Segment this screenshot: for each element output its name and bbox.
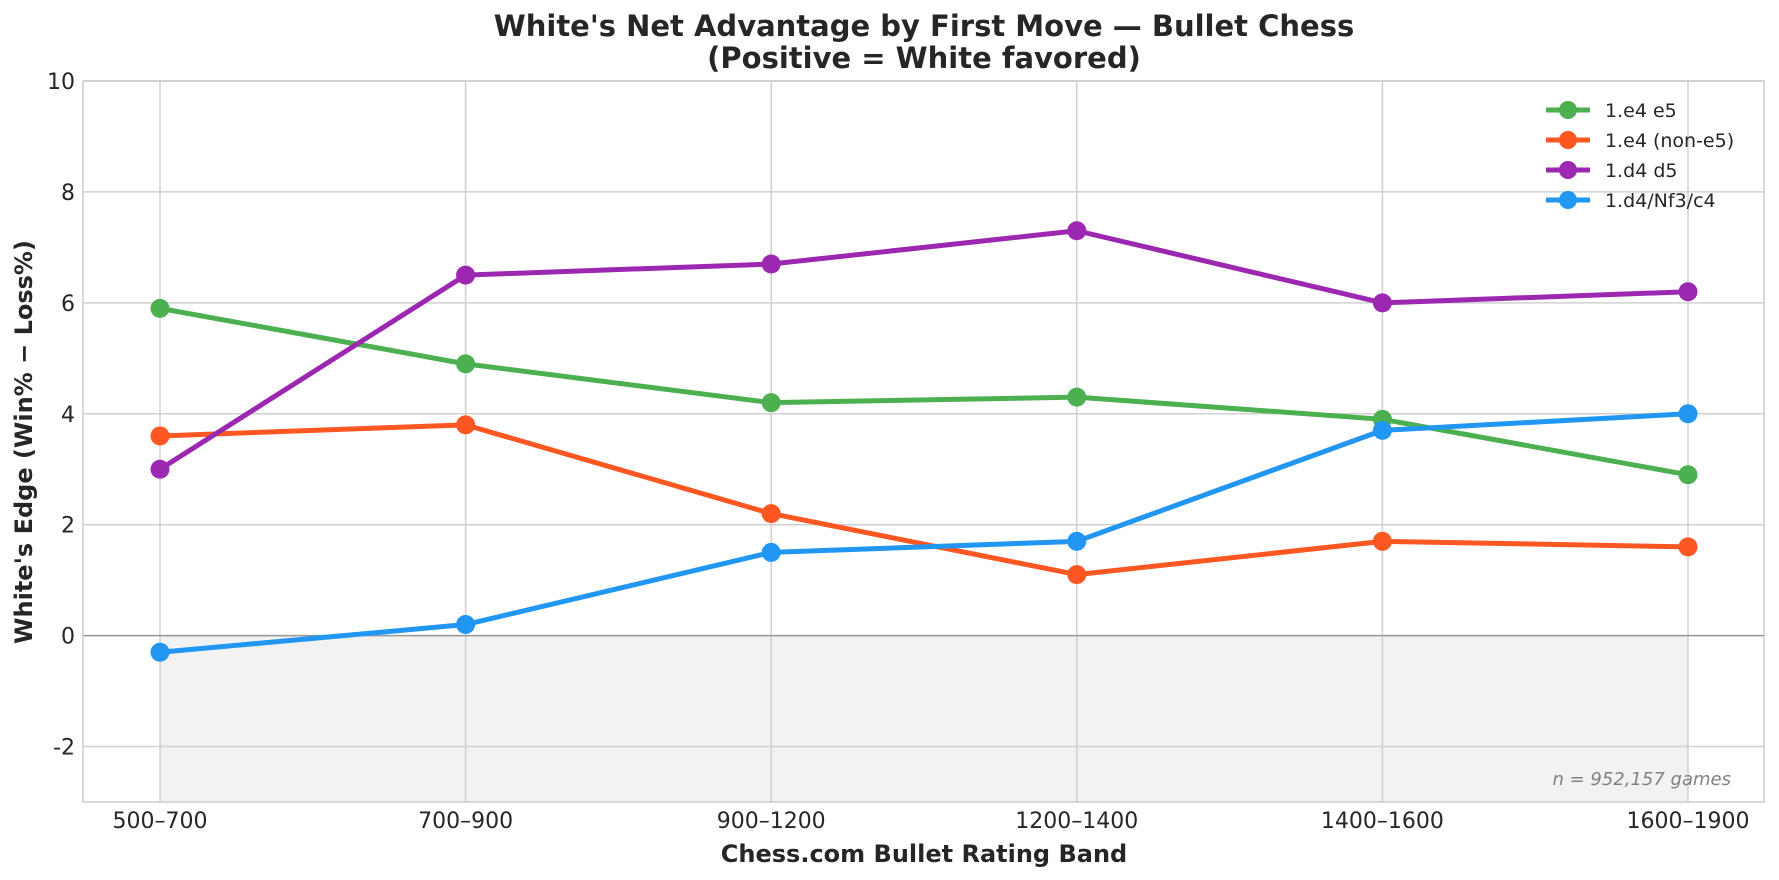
data-point (1678, 465, 1698, 485)
legend-swatch-marker (1559, 101, 1577, 119)
data-point (456, 354, 476, 374)
data-point (761, 254, 781, 274)
legend-swatch-marker (1559, 161, 1577, 179)
data-point (761, 542, 781, 562)
negative-region-shading (160, 635, 1688, 802)
data-point (761, 504, 781, 524)
chart-title-line2: (Positive = White favored) (707, 41, 1141, 75)
x-tick-label: 1600–1900 (1627, 809, 1750, 834)
data-point (1678, 537, 1698, 557)
legend-swatch-marker (1559, 131, 1577, 149)
legend-item: 1.d4/Nf3/c4 (1546, 190, 1716, 212)
legend-item: 1.e4 (non-e5) (1546, 130, 1734, 152)
series-layer (150, 221, 1698, 662)
legend-item: 1.e4 e5 (1546, 100, 1677, 122)
series-3 (150, 404, 1698, 662)
legend-item: 1.d4 d5 (1546, 160, 1677, 182)
x-tick-label: 1400–1600 (1321, 809, 1444, 834)
y-tick-label: 2 (61, 514, 75, 539)
y-tick-label: 10 (47, 70, 75, 95)
data-point (761, 393, 781, 413)
legend-label: 1.e4 e5 (1605, 100, 1677, 122)
data-point (1678, 404, 1698, 424)
series-1 (150, 415, 1698, 585)
y-tick-label: 6 (61, 292, 75, 317)
data-point (456, 265, 476, 285)
y-axis-label: White's Edge (Win% − Loss%) (10, 240, 38, 644)
series-line (157, 305, 1691, 478)
data-point (1067, 221, 1087, 241)
x-tick-label: 500–700 (113, 809, 208, 834)
x-tick-label: 700–900 (418, 809, 513, 834)
data-point (1067, 565, 1087, 585)
y-tick-label: 4 (61, 403, 75, 428)
x-tick-label: 1200–1400 (1015, 809, 1138, 834)
x-tick-label: 900–1200 (717, 809, 826, 834)
y-tick-label: 0 (61, 625, 75, 650)
data-point (150, 642, 170, 662)
data-point (1372, 293, 1392, 313)
data-point (1678, 282, 1698, 302)
chart-title-line1: White's Net Advantage by First Move — Bu… (494, 9, 1354, 43)
series-line (157, 228, 1691, 472)
plot-frame (82, 80, 1765, 803)
series-line (157, 422, 1691, 578)
data-point (456, 615, 476, 635)
y-tick-label: -2 (53, 736, 75, 761)
series-2 (150, 221, 1698, 479)
legend-swatch-marker (1559, 191, 1577, 209)
legend-label: 1.d4/Nf3/c4 (1605, 190, 1716, 212)
legend-label: 1.e4 (non-e5) (1605, 130, 1734, 152)
data-point (1372, 420, 1392, 440)
tick-labels: -2 0 2 4 6 8 10 500–700 700–900 900–1200 1200–1400… (47, 70, 1749, 834)
sample-size-note: n = 952,157 games (1552, 769, 1731, 790)
y-tick-label: 8 (61, 181, 75, 206)
data-point (456, 415, 476, 435)
x-axis-label: Chess.com Bullet Rating Band (721, 840, 1127, 868)
data-point (150, 459, 170, 479)
data-point (150, 426, 170, 446)
legend-label: 1.d4 d5 (1605, 160, 1677, 182)
data-point (150, 298, 170, 318)
legend: 1.e4 e5 1.e4 (non-e5) 1.d4 d5 1.d4/Nf3/c4 (1546, 100, 1734, 212)
data-point (1372, 531, 1392, 551)
series-line (157, 411, 1691, 655)
data-point (1067, 387, 1087, 407)
data-point (1067, 531, 1087, 551)
